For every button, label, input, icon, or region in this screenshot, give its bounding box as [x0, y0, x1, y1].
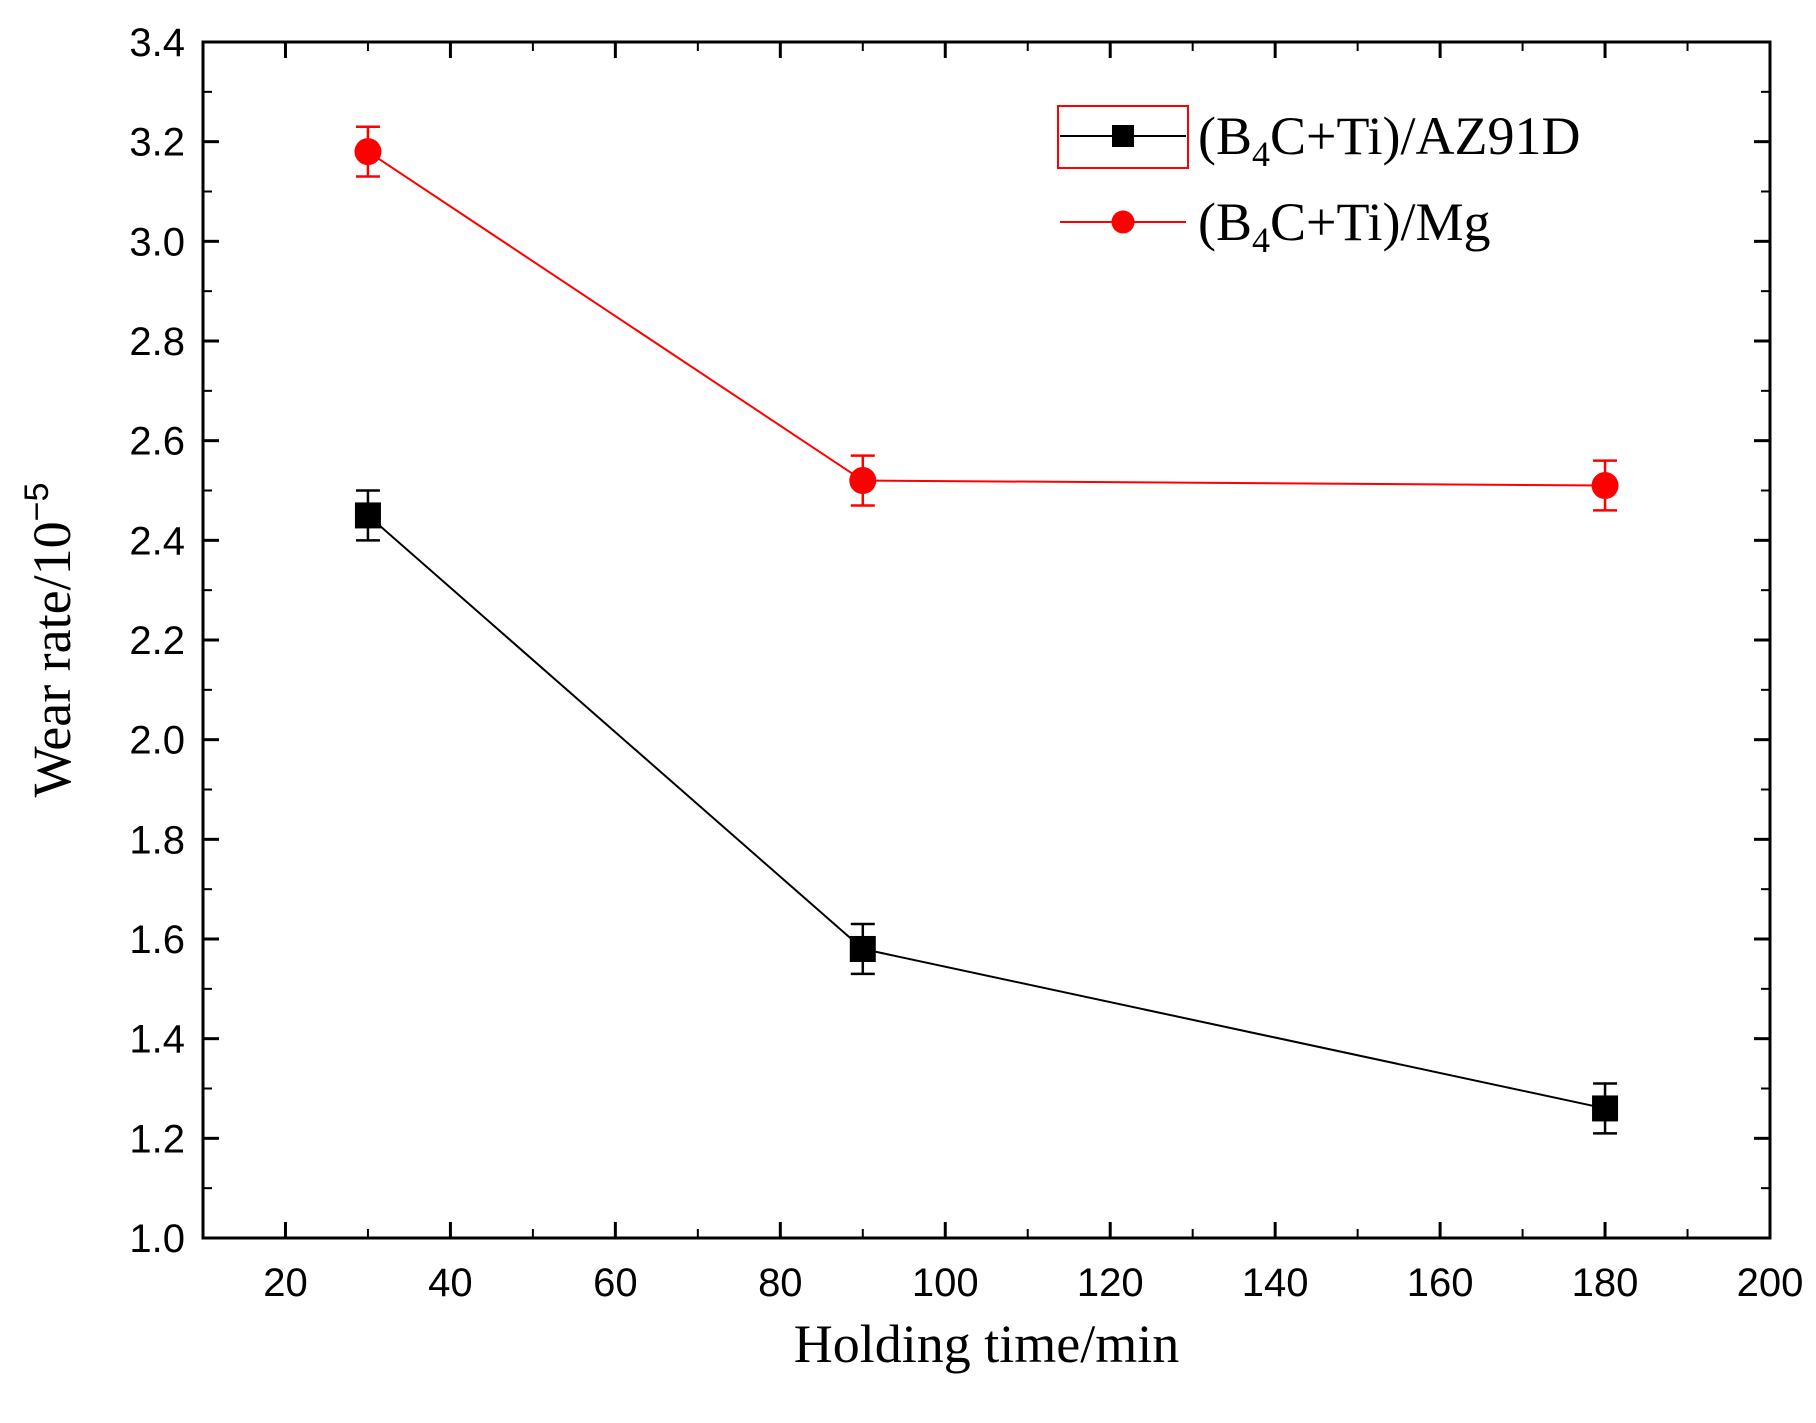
y-tick-label: 2.2 [129, 619, 185, 663]
y-tick-label: 2.4 [129, 519, 185, 563]
axes: 20 40 60 80 100 120 140 160 180 200 1.0 1.2 1.4 1.6 1.… [129, 21, 1803, 1305]
x-tick-label: 60 [593, 1261, 638, 1305]
x-tick-label: 20 [263, 1261, 308, 1305]
y-tick-label: 2.6 [129, 420, 185, 464]
y-tick-label: 1.0 [129, 1217, 185, 1261]
series-2 [354, 125, 1619, 512]
y-tick-label: 3.4 [129, 21, 185, 65]
legend: (B4C+Ti)/AZ91D (B4C+Ti)/Mg [1057, 105, 1581, 260]
y-axis-title-exponent: −5 [18, 483, 56, 522]
series-1 [354, 489, 1619, 1135]
y-axis-title: Wear rate/10−5 [18, 483, 82, 798]
legend-label: (B4C+Ti)/Mg [1198, 192, 1491, 260]
plot-area [354, 125, 1619, 1135]
data-point-square [849, 935, 876, 962]
x-axis-title: Holding time/min [794, 1314, 1180, 1374]
x-tick-label: 40 [428, 1261, 473, 1305]
y-tick-label: 2.8 [129, 320, 185, 364]
y-tick-label: 1.8 [129, 818, 185, 862]
x-tick-label: 180 [1572, 1261, 1639, 1305]
data-point-square [354, 502, 381, 529]
y-tick-label: 1.4 [129, 1018, 185, 1062]
data-point-circle [849, 467, 877, 495]
x-tick-label: 80 [758, 1261, 803, 1305]
x-tick-label: 200 [1737, 1261, 1804, 1305]
x-tick-label: 100 [912, 1261, 979, 1305]
y-tick-label: 2.0 [129, 719, 185, 763]
legend-entry-2: (B4C+Ti)/Mg [1060, 192, 1491, 260]
legend-label: (B4C+Ti)/AZ91D [1198, 106, 1581, 174]
data-point-circle [1591, 472, 1619, 500]
x-tick-label: 120 [1077, 1261, 1144, 1305]
legend-marker-circle [1111, 210, 1135, 234]
legend-marker-square [1112, 125, 1134, 147]
data-point-circle [354, 138, 382, 166]
y-tick-label: 3.0 [129, 220, 185, 264]
y-axis-title-main: Wear rate/10 [22, 521, 82, 797]
y-tick-label: 1.6 [129, 918, 185, 962]
data-point-square [1592, 1095, 1619, 1122]
legend-highlight-box [1057, 105, 1189, 169]
x-tick-label: 140 [1242, 1261, 1309, 1305]
y-tick-label: 1.2 [129, 1117, 185, 1161]
x-tick-label: 160 [1407, 1261, 1474, 1305]
legend-entry-1: (B4C+Ti)/AZ91D [1060, 106, 1581, 174]
y-tick-label: 3.2 [129, 121, 185, 165]
